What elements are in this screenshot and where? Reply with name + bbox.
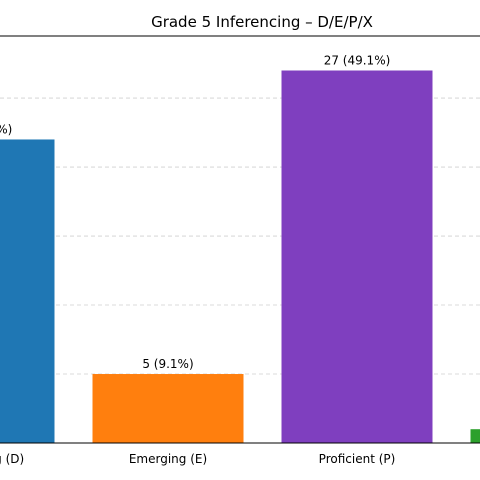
- data-label: 5 (9.1%): [142, 357, 193, 371]
- x-tick-label: Emerging (E): [129, 452, 207, 466]
- bar: [0, 139, 55, 443]
- x-tick-labels: Developing (D) Emerging (E) Proficient (P)…: [0, 452, 396, 466]
- x-tick-label: Developing (D): [0, 452, 24, 466]
- bar: [470, 429, 480, 443]
- bars: [0, 70, 480, 444]
- data-labels: 22 (40.0%)5 (9.1%)27 (49.1%)1 (1.8%): [0, 53, 391, 371]
- data-label: 27 (49.1%): [324, 53, 391, 67]
- chart-title: Grade 5 Inferencing – D/E/P/X: [151, 13, 373, 31]
- bar: [281, 70, 433, 444]
- x-tick-label: Proficient (P): [319, 452, 396, 466]
- data-label: 22 (40.0%): [0, 122, 12, 136]
- bar: [92, 374, 244, 443]
